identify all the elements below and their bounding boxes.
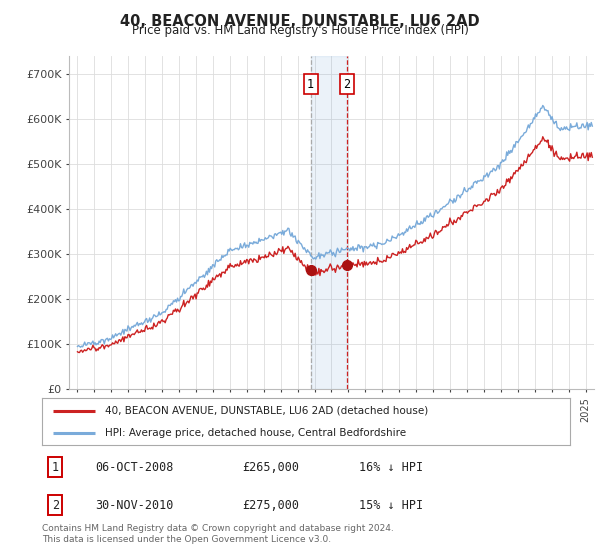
Text: £265,000: £265,000 [242,460,299,474]
Text: 2: 2 [344,78,350,91]
Text: 06-OCT-2008: 06-OCT-2008 [95,460,173,474]
Text: 1: 1 [307,78,314,91]
Text: £275,000: £275,000 [242,498,299,512]
Text: Price paid vs. HM Land Registry's House Price Index (HPI): Price paid vs. HM Land Registry's House … [131,24,469,37]
Text: Contains HM Land Registry data © Crown copyright and database right 2024.
This d: Contains HM Land Registry data © Crown c… [42,524,394,544]
Text: 1: 1 [52,460,59,474]
Text: 40, BEACON AVENUE, DUNSTABLE, LU6 2AD: 40, BEACON AVENUE, DUNSTABLE, LU6 2AD [120,14,480,29]
Text: HPI: Average price, detached house, Central Bedfordshire: HPI: Average price, detached house, Cent… [106,428,406,438]
Bar [311,56,347,389]
Text: 40, BEACON AVENUE, DUNSTABLE, LU6 2AD (detached house): 40, BEACON AVENUE, DUNSTABLE, LU6 2AD (d… [106,406,428,416]
Text: 30-NOV-2010: 30-NOV-2010 [95,498,173,512]
Text: 2: 2 [52,498,59,512]
Text: 15% ↓ HPI: 15% ↓ HPI [359,498,423,512]
Text: 16% ↓ HPI: 16% ↓ HPI [359,460,423,474]
